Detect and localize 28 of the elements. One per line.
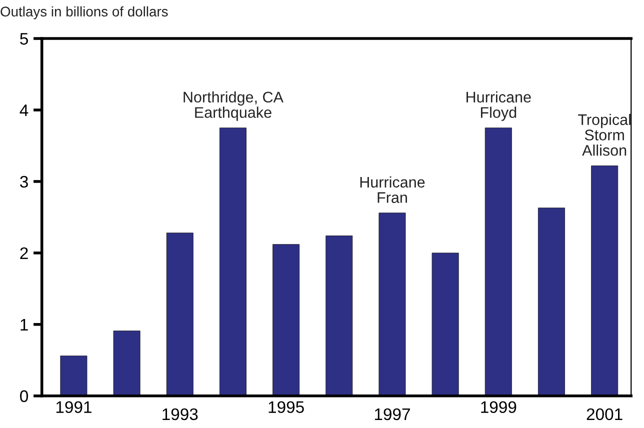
x-tick-label: 1997 <box>374 408 410 420</box>
y-tick-label: 3 <box>20 176 28 188</box>
y-axis-title: Outlays in billions of dollars <box>0 6 168 20</box>
y-tick-label: 5 <box>20 33 28 45</box>
annotation: Northridge, CA Earthquake <box>184 91 284 121</box>
y-tick-label: 2 <box>20 247 28 259</box>
bar <box>484 128 512 396</box>
bar <box>432 252 459 396</box>
bar <box>219 128 246 396</box>
bar <box>272 244 300 396</box>
y-tick-label: 4 <box>20 104 28 116</box>
x-tick-label: 1995 <box>268 401 304 414</box>
annotation: Hurricane Floyd <box>466 91 531 121</box>
bar <box>326 236 353 396</box>
y-tick-label: 1 <box>20 318 28 330</box>
bar <box>538 208 565 396</box>
bar <box>113 330 140 396</box>
x-tick-label: 1999 <box>481 401 516 414</box>
x-tick-label: 2001 <box>586 408 622 420</box>
x-tick-label: 1993 <box>162 408 198 420</box>
bar <box>378 212 406 396</box>
y-tick-label: 0 <box>20 390 28 402</box>
bar <box>60 356 88 396</box>
annotation: Tropical Storm Allison <box>578 114 630 156</box>
annotation: Hurricane Fran <box>360 176 425 203</box>
bar <box>591 166 618 396</box>
x-tick-label: 1991 <box>56 401 92 414</box>
bar <box>166 232 194 396</box>
